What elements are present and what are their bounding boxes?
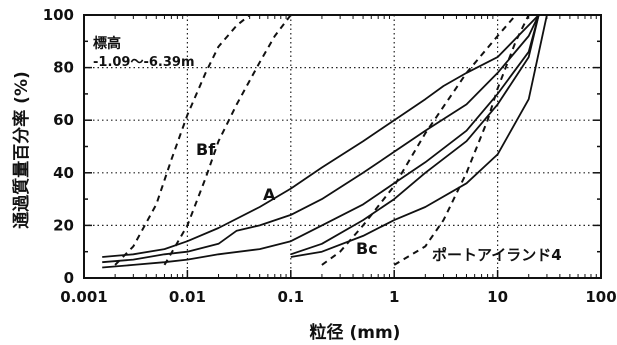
x-axis-title: 粒径 (mm) [310, 322, 401, 343]
y-tick-label-2: 40 [53, 164, 74, 182]
curve-label-bc: Bc [356, 239, 378, 258]
y-tick-label-1: 20 [53, 216, 74, 234]
grading-curves [102, 14, 548, 269]
y-axis-ticks: 0 20 40 60 80 100 [43, 6, 601, 287]
series-1-solid-line [102, 14, 540, 258]
x-tick-label-2: 0.1 [278, 288, 305, 306]
series-6-dashed-line [114, 14, 251, 266]
x-tick-label-0: 0.001 [60, 288, 107, 306]
series-2-solid-line [102, 14, 540, 264]
elevation-label: 標高 [93, 35, 121, 52]
y-axis-title: 通過質量百分率 (%) [11, 71, 32, 229]
elevation-range: -1.09〜-6.39m [93, 55, 195, 70]
curve-label-a: A [263, 185, 276, 204]
series-3-solid-line [102, 14, 540, 269]
y-tick-label-4: 80 [53, 59, 74, 77]
x-axis-ticks: 0.001 0.01 0.1 1 10 100 [60, 15, 617, 306]
series-7-dashed-line [163, 14, 292, 266]
x-tick-label-5: 100 [585, 288, 616, 306]
y-tick-label-5: 100 [43, 6, 74, 24]
site-label: ポートアイランド4 [432, 246, 562, 264]
grid [84, 15, 601, 278]
curve-label-bf: Bf [196, 140, 216, 159]
y-tick-label-0: 0 [64, 269, 74, 287]
x-tick-label-3: 1 [389, 288, 399, 306]
x-tick-label-4: 10 [487, 288, 508, 306]
series-9-dashed-line [393, 14, 530, 266]
series-4-solid-line [290, 14, 540, 256]
y-tick-label-3: 60 [53, 111, 74, 129]
series-5-solid-line [290, 14, 548, 258]
x-tick-label-1: 0.01 [169, 288, 206, 306]
